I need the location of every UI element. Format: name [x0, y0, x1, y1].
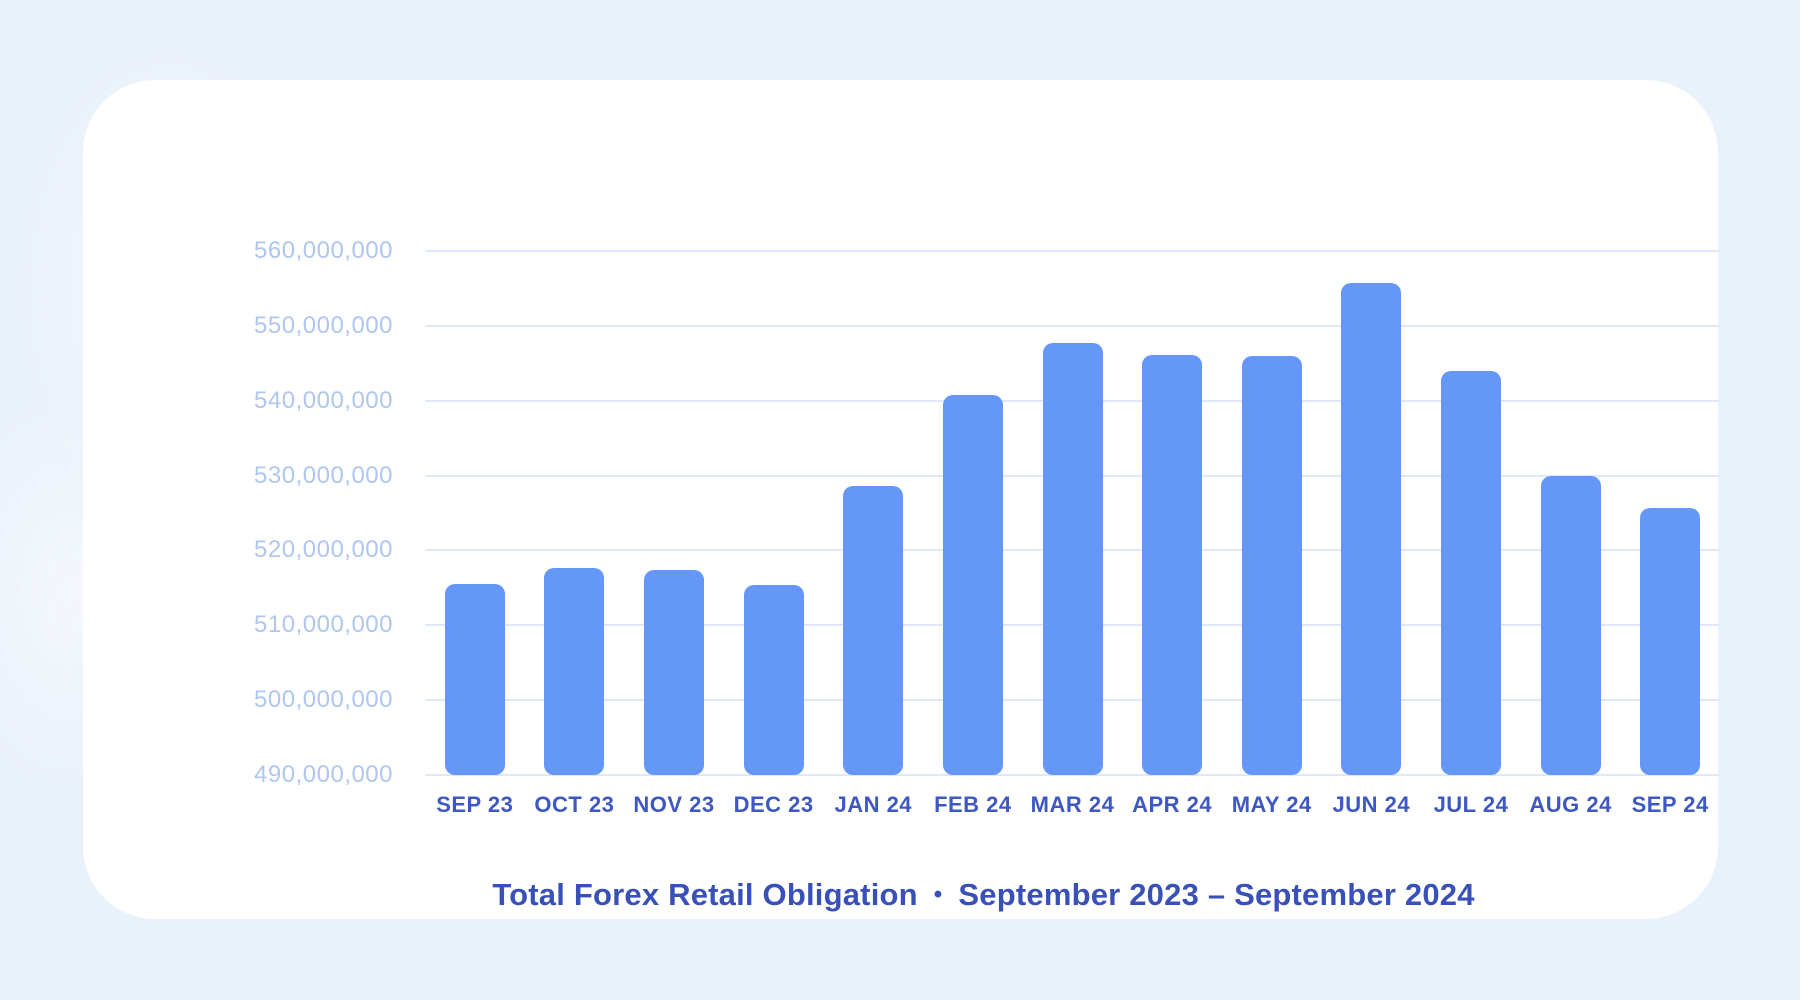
bar-oct-23 [544, 568, 605, 775]
x-axis-label-nov-23: NOV 23 [633, 792, 715, 817]
bar-jul-24 [1440, 370, 1501, 775]
x-axis-label-apr-24: APR 24 [1132, 792, 1213, 817]
bar-may-24 [1241, 355, 1302, 775]
x-axis-label-oct-23: OCT 23 [534, 792, 615, 817]
chart-title: Total Forex Retail Obligation [492, 877, 918, 912]
bar-mar-24 [1042, 343, 1103, 775]
chart-card: 560,000,000 550,000,000 540,000,000 530,000… [83, 80, 1720, 919]
x-axis-label-jan-24: JAN 24 [834, 792, 913, 817]
x-axis-label-feb-24: FEB 24 [934, 792, 1012, 817]
bar-jun-24 [1341, 283, 1402, 775]
y-axis-tick-label: 560,000,000 [254, 237, 393, 264]
bar-sep-24 [1640, 507, 1701, 775]
y-axis-tick-label: 550,000,000 [254, 311, 393, 339]
x-axis-label-jun-24: JUN 24 [1332, 792, 1411, 817]
y-axis-tick-label: 540,000,000 [254, 386, 393, 414]
y-axis-tick-label: 500,000,000 [254, 686, 393, 714]
x-axis-label-aug-24: AUG 24 [1529, 792, 1612, 817]
x-axis: SEP 23 OCT 23 NOV 23 DEC 23 JAN 24 FEB 24 MAR … [425, 792, 1720, 826]
bar-feb-24 [942, 394, 1003, 775]
gridline [425, 774, 1720, 776]
x-axis-label-sep-23: SEP 23 [436, 792, 514, 817]
chart-subtitle: September 2023 – September 2024 [958, 877, 1475, 912]
x-axis-label-dec-23: DEC 23 [733, 792, 814, 817]
x-axis-label-may-24: MAY 24 [1231, 792, 1312, 817]
y-axis-tick-label: 530,000,000 [254, 461, 393, 489]
x-axis-label-jul-24: JUL 24 [1433, 792, 1509, 817]
bar-dec-23 [743, 584, 804, 775]
title-separator-dot: • [933, 881, 943, 908]
gridline [425, 324, 1720, 327]
x-axis-label-mar-24: MAR 24 [1030, 792, 1115, 817]
gridline [425, 250, 1720, 252]
bar-sep-23 [444, 584, 505, 775]
chart-caption: Total Forex Retail Obligation • September … [166, 877, 1800, 913]
bar-apr-24 [1142, 355, 1203, 775]
x-axis-label-sep-24: SEP 24 [1631, 792, 1709, 817]
bar-nov-23 [644, 569, 705, 775]
y-axis-tick-label: 510,000,000 [254, 611, 393, 639]
y-axis-tick-label: 520,000,000 [254, 536, 393, 564]
bar-aug-24 [1540, 476, 1601, 775]
y-axis-tick-label: 490,000,000 [254, 761, 393, 788]
bar-jan-24 [843, 486, 904, 775]
chart-plot-area: 560,000,000 550,000,000 540,000,000 530,000… [254, 237, 1720, 788]
